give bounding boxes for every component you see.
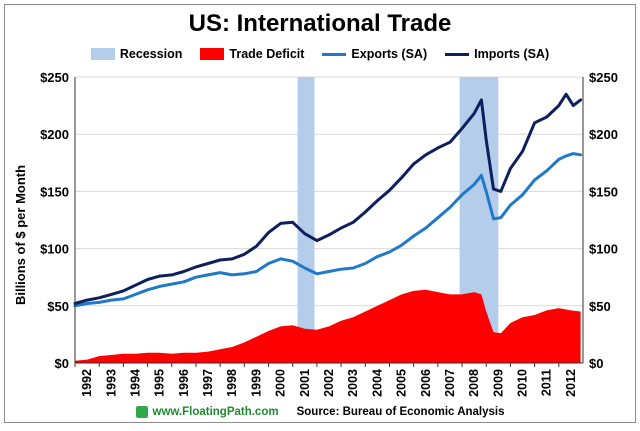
y-tick-label-left: $100	[40, 242, 69, 257]
y-tick-label-right: $250	[589, 70, 618, 85]
x-tick-label: 2010	[516, 369, 530, 397]
chart-frame: US: International Trade Recession Trade …	[4, 4, 636, 423]
y-tick-label-left: $0	[55, 356, 69, 371]
legend-item-recession: Recession	[90, 47, 183, 61]
legend-swatch-trade-deficit	[200, 48, 225, 60]
legend: Recession Trade Deficit Exports (SA) Imp…	[5, 47, 635, 61]
x-tick-label: 1995	[153, 369, 167, 397]
y-tick-label-left: $150	[40, 184, 69, 199]
x-tick-label: 2001	[298, 369, 312, 397]
x-tick-label: 1992	[80, 369, 94, 397]
legend-label-trade-deficit: Trade Deficit	[229, 47, 305, 61]
x-tick-label: 2005	[395, 369, 409, 397]
source-note: Source: Bureau of Economic Analysis	[296, 406, 505, 418]
y-axis-label: Billions of $ per Month	[13, 165, 28, 305]
axes	[74, 77, 584, 367]
y-tick-label-left: $50	[47, 299, 69, 314]
x-tick-label: 2006	[419, 369, 433, 397]
recession-band	[297, 77, 315, 363]
y-tick-label-left: $250	[40, 70, 69, 85]
site-credit: www.FloatingPath.com	[135, 406, 279, 418]
x-tick-label: 2002	[322, 369, 336, 397]
y-tick-label-right: $0	[589, 356, 603, 371]
line-series-group	[73, 92, 583, 308]
legend-label-recession: Recession	[119, 47, 183, 61]
footer: www.FloatingPath.com Source: Bureau of E…	[5, 406, 635, 418]
x-tick-label: 2003	[346, 369, 360, 397]
legend-item-exports: Exports (SA)	[322, 47, 427, 61]
legend-swatch-exports	[322, 52, 347, 56]
x-tick-label: 2009	[491, 369, 505, 397]
x-tick-label: 1998	[225, 369, 239, 397]
y-tick-label-left: $200	[40, 127, 69, 142]
legend-label-exports: Exports (SA)	[351, 47, 428, 61]
x-tick-label: 1997	[201, 369, 215, 397]
imports-line	[73, 92, 583, 305]
deficit-area-group	[75, 289, 581, 363]
y-tick-label-right: $50	[589, 299, 611, 314]
y-tick-label-right: $200	[589, 127, 618, 142]
x-tick-label: 2011	[540, 369, 554, 396]
site-url: www.FloatingPath.com	[152, 406, 279, 418]
x-tick-label: 1993	[104, 369, 118, 397]
x-tick-label: 1994	[129, 369, 143, 397]
x-tick-label: 2012	[564, 369, 578, 397]
x-tick-label: 2007	[443, 369, 457, 397]
plot-area: $0 $0 $50 $50 $100 $100 $150 $150 $200 $200 $250 $2…	[13, 70, 618, 397]
legend-label-imports: Imports (SA)	[474, 47, 550, 61]
y-tick-label-right: $150	[589, 184, 618, 199]
trade-deficit-area	[75, 289, 581, 363]
x-tick-label: 2008	[467, 369, 481, 397]
legend-swatch-imports	[445, 52, 470, 56]
chart-title: US: International Trade	[188, 10, 452, 37]
legend-item-imports: Imports (SA)	[445, 47, 549, 61]
x-tick-label: 1999	[249, 369, 263, 397]
x-tick-label: 2000	[274, 369, 288, 397]
gridlines	[75, 76, 583, 364]
exports-line	[73, 152, 583, 308]
y-tick-label-right: $100	[589, 242, 618, 257]
legend-swatch-recession	[90, 48, 115, 60]
legend-item-trade-deficit: Trade Deficit	[200, 47, 304, 61]
x-tick-label: 2004	[370, 369, 384, 397]
floatingpath-logo-icon	[135, 406, 148, 418]
tick-labels: $0 $0 $50 $50 $100 $100 $150 $150 $200 $200 $250 $2…	[40, 70, 618, 397]
x-tick-label: 1996	[177, 369, 191, 397]
